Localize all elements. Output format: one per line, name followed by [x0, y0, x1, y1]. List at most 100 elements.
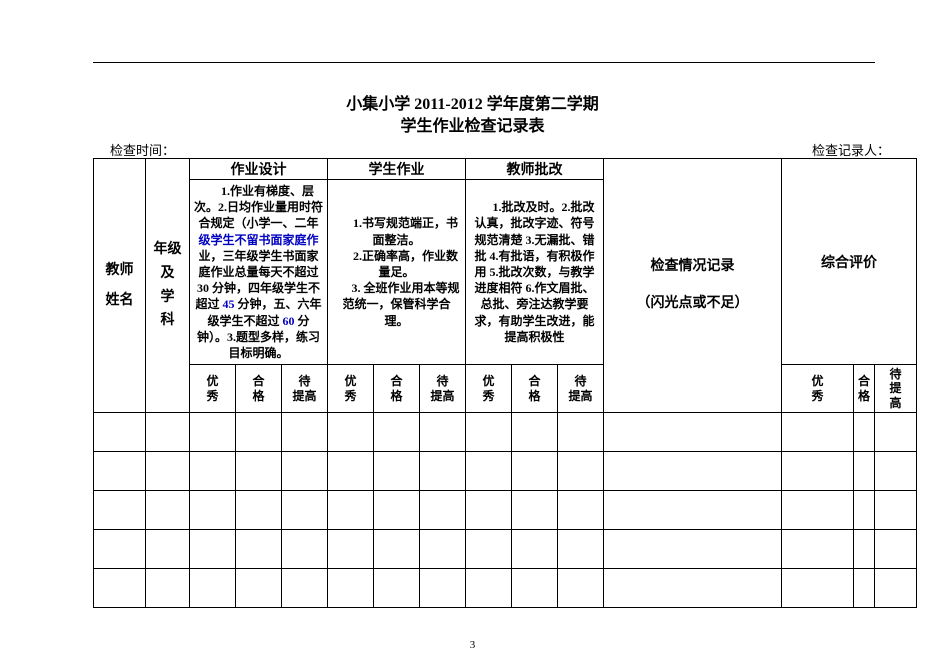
- top-rule: [93, 62, 875, 63]
- table-cell: [782, 491, 854, 530]
- table-cell: [782, 569, 854, 608]
- table-cell: [466, 569, 512, 608]
- table-cell: [558, 569, 604, 608]
- table-cell: [604, 452, 782, 491]
- s1-pass: 合格: [236, 365, 282, 413]
- table-cell: [604, 530, 782, 569]
- inspection-table: 教师姓名 年级及学科 作业设计 学生作业 教师批改 检查情况记录（闪光点或不足）…: [93, 158, 917, 608]
- table-cell: [328, 530, 374, 569]
- table-cell: [558, 413, 604, 452]
- table-cell: [146, 452, 190, 491]
- overall-improve: 待提高: [875, 365, 917, 413]
- check-time-label: 检查时间：: [110, 140, 175, 159]
- desc-section2: 1.书写规范端正，书面整洁。 2.正确率高，作业数量足。 3. 全班作业用本等规…: [328, 180, 466, 365]
- header-row-3: 优秀 合格 待提高 优秀 合格 待提高 优秀 合格 待提高 优秀 合格 待提高: [94, 365, 917, 413]
- col-overall: 综合评价: [782, 159, 917, 365]
- table-cell: [466, 491, 512, 530]
- desc1-f: 60: [283, 314, 295, 328]
- table-cell: [466, 452, 512, 491]
- table-cell: [146, 413, 190, 452]
- table-cell: [328, 452, 374, 491]
- table-cell: [146, 530, 190, 569]
- table-cell: [875, 413, 917, 452]
- s2-improve: 待提高: [420, 365, 466, 413]
- table-cell: [512, 491, 558, 530]
- title-block: 小集小学 2011-2012 学年度第二学期 学生作业检查记录表: [0, 94, 945, 137]
- table-cell: [420, 530, 466, 569]
- table-cell: [854, 569, 875, 608]
- table-cell: [374, 413, 420, 452]
- desc1-a: 1.作业有梯度、层次。2.日均作业量用时符合规定（小学一、二年: [194, 184, 323, 230]
- header-row-1: 教师姓名 年级及学科 作业设计 学生作业 教师批改 检查情况记录（闪光点或不足）…: [94, 159, 917, 180]
- table-cell: [420, 413, 466, 452]
- table-row: [94, 413, 917, 452]
- s1-excellent: 优秀: [190, 365, 236, 413]
- s3-improve: 待提高: [558, 365, 604, 413]
- table-cell: [94, 413, 146, 452]
- col-grade-subject: 年级及学科: [146, 159, 190, 413]
- table-row: [94, 530, 917, 569]
- table-cell: [94, 530, 146, 569]
- table-cell: [374, 491, 420, 530]
- table-cell: [236, 530, 282, 569]
- table-cell: [190, 569, 236, 608]
- s2-pass: 合格: [374, 365, 420, 413]
- table-cell: [854, 491, 875, 530]
- title-line-1: 小集小学 2011-2012 学年度第二学期: [0, 94, 945, 116]
- table-row: [94, 569, 917, 608]
- table-cell: [875, 452, 917, 491]
- desc1-d: 45: [223, 297, 235, 311]
- table-cell: [604, 491, 782, 530]
- table-cell: [374, 530, 420, 569]
- section-teacher-correction: 教师批改: [466, 159, 604, 180]
- table-row: [94, 452, 917, 491]
- s3-pass: 合格: [512, 365, 558, 413]
- table-cell: [854, 413, 875, 452]
- table-cell: [512, 413, 558, 452]
- table-cell: [466, 413, 512, 452]
- table-cell: [782, 452, 854, 491]
- table-cell: [190, 530, 236, 569]
- s1-improve: 待提高: [282, 365, 328, 413]
- col-record: 检查情况记录（闪光点或不足）: [604, 159, 782, 413]
- table-cell: [854, 452, 875, 491]
- table-cell: [94, 491, 146, 530]
- table-cell: [420, 452, 466, 491]
- table-cell: [420, 491, 466, 530]
- table-cell: [374, 452, 420, 491]
- table-cell: [146, 569, 190, 608]
- desc3-a: 1.批改及时。2.批改认真，批改字迹、符号规范清楚 3.无漏批、错批 4.有批语…: [470, 199, 599, 345]
- table-cell: [374, 569, 420, 608]
- table-cell: [604, 413, 782, 452]
- table-cell: [512, 569, 558, 608]
- table-cell: [782, 413, 854, 452]
- table-cell: [466, 530, 512, 569]
- table-cell: [604, 569, 782, 608]
- desc-section1: 1.作业有梯度、层次。2.日均作业量用时符合规定（小学一、二年级学生不留书面家庭…: [190, 180, 328, 365]
- section-student-homework: 学生作业: [328, 159, 466, 180]
- table-cell: [558, 530, 604, 569]
- table-cell: [875, 569, 917, 608]
- s2-excellent: 优秀: [328, 365, 374, 413]
- table-cell: [282, 569, 328, 608]
- overall-pass: 合格: [854, 365, 875, 413]
- table-cell: [328, 491, 374, 530]
- table-cell: [854, 530, 875, 569]
- table-cell: [282, 413, 328, 452]
- table-cell: [282, 491, 328, 530]
- title-line-2: 学生作业检查记录表: [0, 116, 945, 138]
- table-cell: [282, 530, 328, 569]
- table-cell: [782, 530, 854, 569]
- table-cell: [512, 452, 558, 491]
- desc2-l1: 1.书写规范端正，书面整洁。: [332, 215, 461, 247]
- table-cell: [190, 413, 236, 452]
- table-cell: [190, 491, 236, 530]
- table-cell: [558, 452, 604, 491]
- table-cell: [146, 491, 190, 530]
- desc2-l3: 3. 全班作业用本等规范统一，保管科学合理。: [332, 280, 461, 329]
- table-cell: [512, 530, 558, 569]
- table-cell: [236, 491, 282, 530]
- table-cell: [875, 530, 917, 569]
- table-cell: [875, 491, 917, 530]
- table-cell: [236, 452, 282, 491]
